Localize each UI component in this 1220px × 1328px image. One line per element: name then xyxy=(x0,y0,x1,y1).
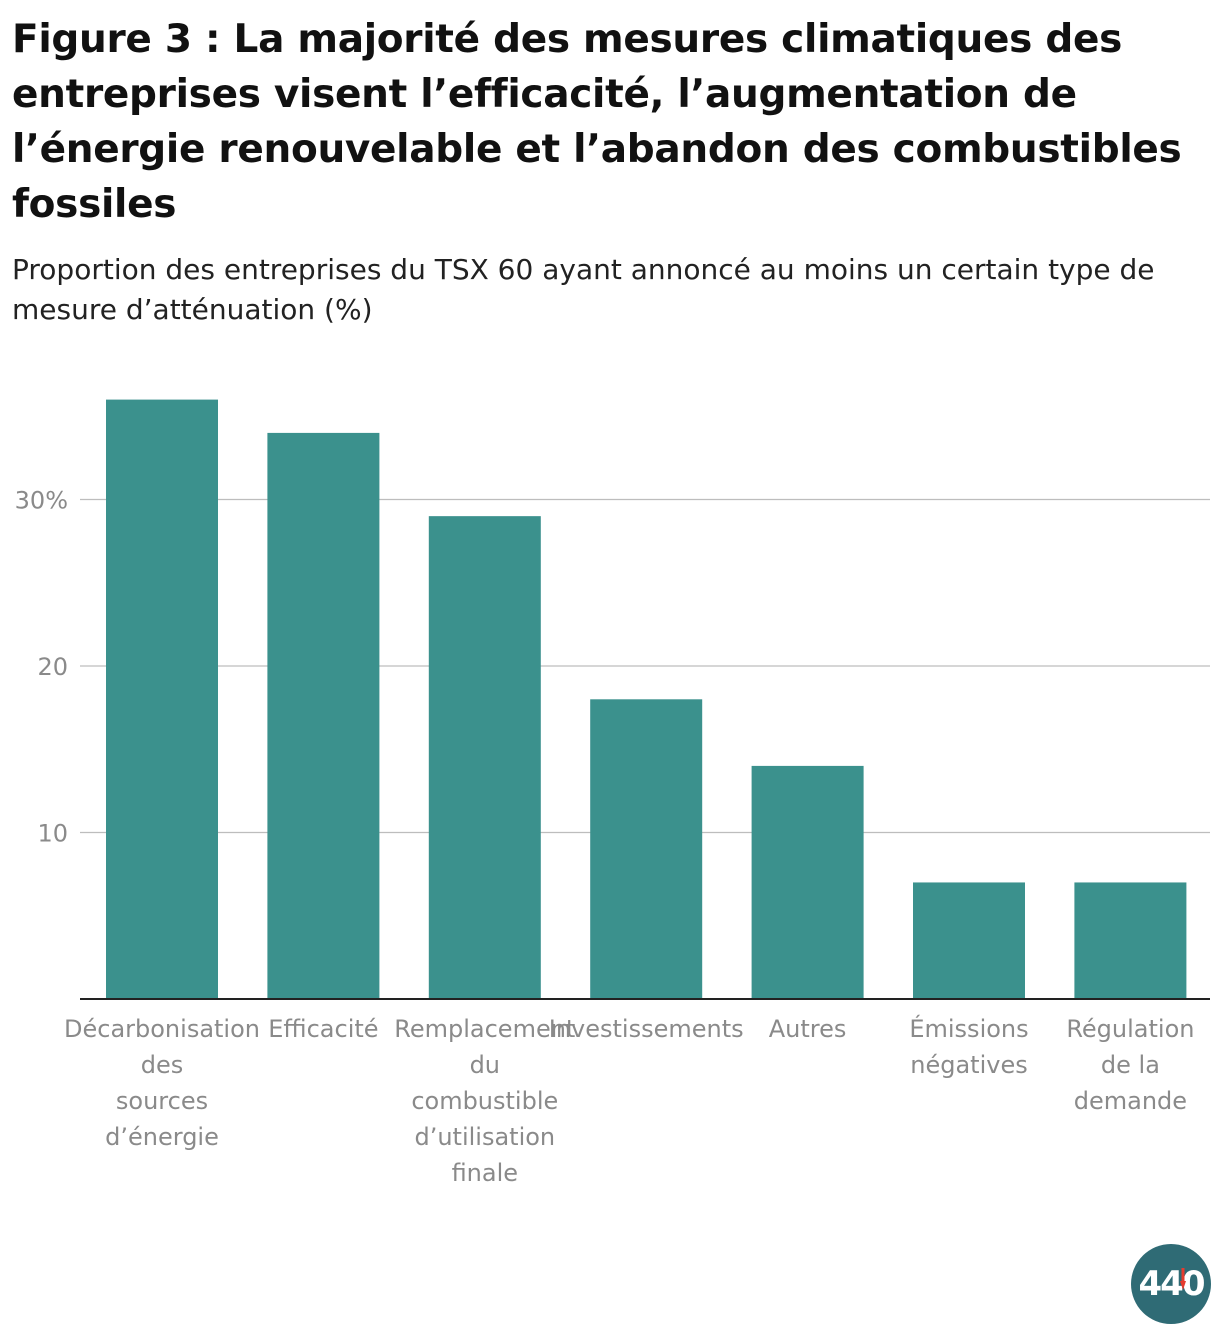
bar xyxy=(267,432,380,999)
x-tick-label: Investissements xyxy=(549,1015,744,1043)
x-tick-label: Émissions négatives xyxy=(909,1014,1028,1079)
y-tick-label: 20 xyxy=(37,653,68,681)
x-tick-label-line: sources xyxy=(116,1087,208,1115)
bar xyxy=(1074,882,1187,999)
x-tick-label: Régulation de la demande xyxy=(1066,1015,1194,1115)
brand-logo: 440 xyxy=(1131,1244,1211,1324)
x-tick-label-line: Efficacité xyxy=(268,1015,378,1043)
y-tick-label: 10 xyxy=(37,820,68,848)
x-tick-label-line: finale xyxy=(452,1159,518,1187)
x-tick-label-line: négatives xyxy=(910,1051,1027,1079)
down-arrow-icon xyxy=(1180,1268,1186,1290)
x-tick-label: Remplacement du combustible d’utilisation fi… xyxy=(394,1015,575,1187)
y-tick-label: 30% xyxy=(15,487,68,515)
bar-chart: 10 20 30% Décarbonisation des sources d’énerg… xyxy=(15,399,1210,1187)
x-tick-label-line: Autres xyxy=(769,1015,847,1043)
bar xyxy=(590,699,703,999)
x-tick-label-line: du xyxy=(470,1051,500,1079)
bar xyxy=(106,399,218,1000)
chart-subtitle: Proportion des entreprises du TSX 60 aya… xyxy=(12,253,1155,326)
x-tick-label-line: Investissements xyxy=(549,1015,744,1043)
bar xyxy=(428,516,541,999)
logo-text: 440 xyxy=(1138,1264,1206,1304)
x-tick-label-line: Émissions xyxy=(909,1014,1028,1043)
x-tick-label: Décarbonisation des sources d’énergie xyxy=(64,1015,260,1151)
chart-title: Figure 3 : La majorité des mesures clima… xyxy=(12,17,1182,227)
x-tick-label-line: demande xyxy=(1074,1087,1187,1115)
x-tick-label-line: d’utilisation xyxy=(414,1123,555,1151)
x-tick-label-line: de la xyxy=(1101,1051,1160,1079)
x-tick-label-line: des xyxy=(141,1051,184,1079)
x-tick-label-line: Décarbonisation xyxy=(64,1015,260,1043)
x-tick-label-line: Régulation xyxy=(1066,1015,1194,1043)
x-tick-label: Efficacité xyxy=(268,1015,378,1043)
bar xyxy=(913,882,1025,999)
y-axis-ticks: 10 20 30% xyxy=(15,487,68,848)
x-tick-label-line: d’énergie xyxy=(105,1123,219,1151)
bar xyxy=(751,765,864,999)
bars xyxy=(106,399,1187,1000)
x-tick-label-line: combustible xyxy=(411,1087,558,1115)
x-tick-label: Autres xyxy=(769,1015,847,1043)
x-tick-label-line: Remplacement xyxy=(394,1015,575,1043)
x-axis-labels: Décarbonisation des sources d’énergie Effica… xyxy=(64,1014,1194,1187)
